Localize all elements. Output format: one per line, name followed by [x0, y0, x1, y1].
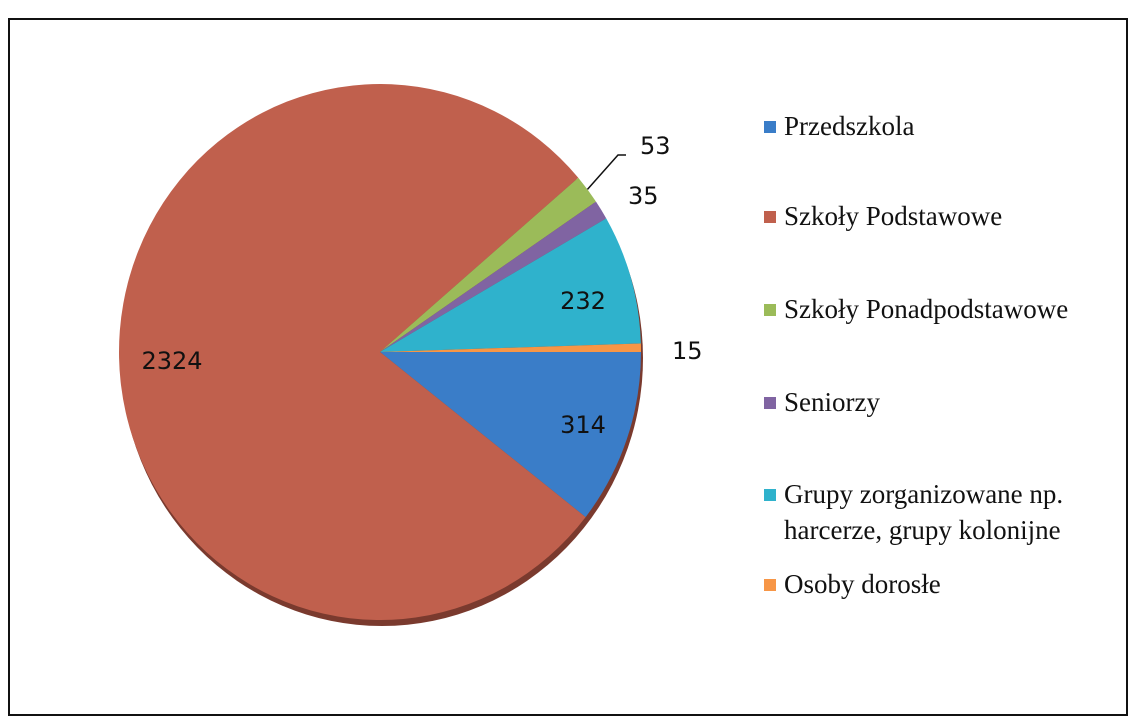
legend-label: Osoby dorosłe [784, 569, 941, 599]
pie-slice [380, 201, 607, 352]
legend-swatch [764, 121, 776, 133]
legend-item: Seniorzy [762, 384, 1112, 420]
leader-line [586, 154, 626, 190]
legend-swatch [764, 304, 776, 316]
data-label: 232 [560, 287, 606, 315]
data-label: 53 [640, 132, 671, 160]
legend-item: Grupy zorganizowane np. harcerze, grupy … [762, 476, 1112, 548]
data-label: 2324 [141, 347, 202, 375]
legend-label: Seniorzy [784, 387, 880, 417]
legend-label: Szkoły Podstawowe [784, 201, 1003, 231]
data-label: 15 [672, 337, 703, 365]
legend-label: Grupy zorganizowane np. harcerze, grupy … [784, 479, 1064, 545]
legend-label: Szkoły Ponadpodstawowe [784, 294, 1069, 324]
pie-slice [380, 352, 641, 518]
chart-frame [8, 18, 1128, 716]
legend-label: Przedszkola [784, 111, 915, 141]
pie-slice [380, 343, 641, 352]
pie-slice [380, 218, 641, 352]
legend-swatch [764, 211, 776, 223]
legend-swatch [764, 397, 776, 409]
data-label: 35 [628, 182, 659, 210]
legend-swatch [764, 489, 776, 501]
legend-swatch [764, 579, 776, 591]
legend-item: Przedszkola [762, 108, 1112, 144]
data-label: 314 [560, 411, 606, 439]
legend-item: Szkoły Ponadpodstawowe [762, 291, 1112, 327]
pie-slice [119, 84, 586, 621]
legend-item: Szkoły Podstawowe [762, 198, 1112, 234]
legend-item: Osoby dorosłe [762, 566, 1112, 602]
pie-slice [380, 177, 597, 352]
